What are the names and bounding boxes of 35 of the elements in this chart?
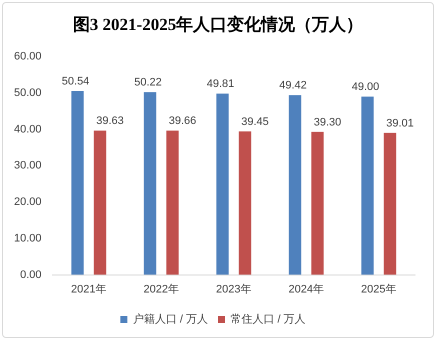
bar <box>311 132 324 275</box>
legend-label: 户籍人口 / 万人 <box>132 312 208 326</box>
y-tick-label: 40.00 <box>14 123 42 136</box>
bar <box>216 94 229 275</box>
x-tick-label: 2024年 <box>288 283 324 296</box>
x-tick-label: 2023年 <box>216 283 252 296</box>
bar <box>361 96 374 275</box>
bar <box>71 91 84 275</box>
data-label: 50.22 <box>134 76 162 89</box>
y-tick-label: 50.00 <box>14 87 42 99</box>
y-tick-label: 10.00 <box>14 232 42 244</box>
bar <box>238 131 252 275</box>
x-tick-label: 2022年 <box>144 283 180 296</box>
y-tick-label: 0.00 <box>20 268 42 281</box>
data-label: 39.01 <box>386 117 414 130</box>
data-label: 39.66 <box>168 115 196 128</box>
data-label: 50.54 <box>62 76 90 88</box>
data-label: 49.81 <box>206 78 234 90</box>
data-label: 39.45 <box>241 116 269 128</box>
data-label: 49.42 <box>279 80 307 92</box>
bar <box>94 130 106 275</box>
y-tick-label: 20.00 <box>14 196 42 208</box>
x-tick-label: 2025年 <box>361 283 396 296</box>
bar <box>144 92 156 275</box>
y-tick-label: 60.00 <box>14 50 42 63</box>
data-label: 39.63 <box>96 115 124 128</box>
bar <box>384 132 396 275</box>
y-tick-label: 30.00 <box>14 160 42 172</box>
data-label: 39.30 <box>314 116 342 128</box>
data-label: 49.00 <box>352 81 380 94</box>
bar <box>288 95 302 275</box>
chart-title: 图3 2021-2025年人口变化情况（万人） <box>72 14 364 36</box>
bar <box>166 130 179 275</box>
x-tick-label: 2021年 <box>71 283 107 296</box>
legend-label: 常住人口 / 万人 <box>230 312 306 326</box>
